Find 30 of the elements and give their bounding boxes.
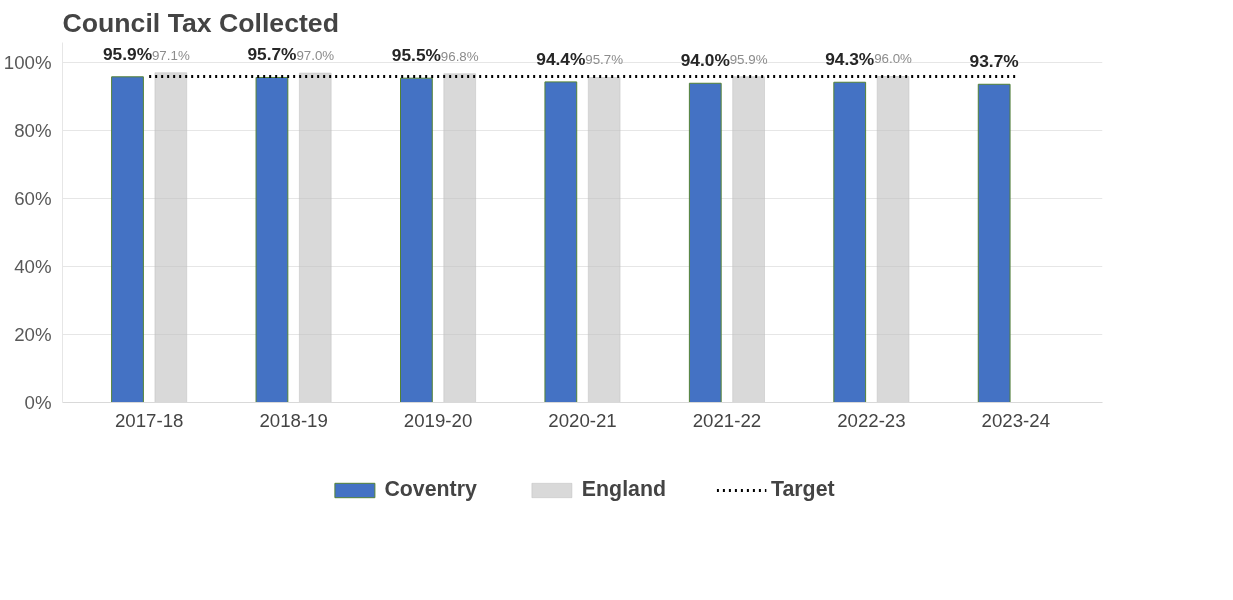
data-label: 95.5% [391, 45, 441, 66]
data-label: 96.8% [440, 48, 479, 64]
legend-label: Target [770, 477, 835, 502]
y-tick-label: 60% [14, 188, 52, 210]
data-label: 94.3% [825, 49, 875, 70]
chart-title: Council Tax Collected [62, 7, 339, 38]
y-tick-label: 0% [24, 392, 52, 413]
data-label: 95.9% [729, 51, 768, 67]
x-tick-label: 2018-19 [259, 409, 328, 431]
data-label: 93.7% [969, 51, 1019, 72]
data-label: 97.0% [296, 48, 335, 64]
data-label: 95.9% [102, 43, 153, 64]
data-label: 94.4% [536, 48, 586, 69]
y-tick-label: 20% [14, 324, 52, 346]
y-tick-label: 40% [14, 256, 52, 278]
data-label: 96.0% [874, 51, 913, 67]
data-label: 95.7% [585, 52, 624, 68]
data-label: 97.1% [151, 47, 190, 63]
x-tick-label: 2019-20 [403, 409, 473, 431]
y-tick-label: 100% [3, 52, 52, 74]
legend-label: England [581, 477, 666, 502]
x-tick-label: 2017-18 [114, 409, 184, 431]
x-tick-label: 2023-24 [981, 409, 1051, 431]
y-tick-label: 80% [14, 120, 52, 142]
legend-label: Coventry [384, 477, 477, 502]
x-tick-label: 2021-22 [692, 409, 762, 431]
data-label: 94.0% [680, 50, 730, 71]
data-label: 95.7% [247, 44, 297, 65]
x-tick-label: 2020-21 [548, 409, 617, 431]
x-tick-label: 2022-23 [837, 409, 906, 431]
